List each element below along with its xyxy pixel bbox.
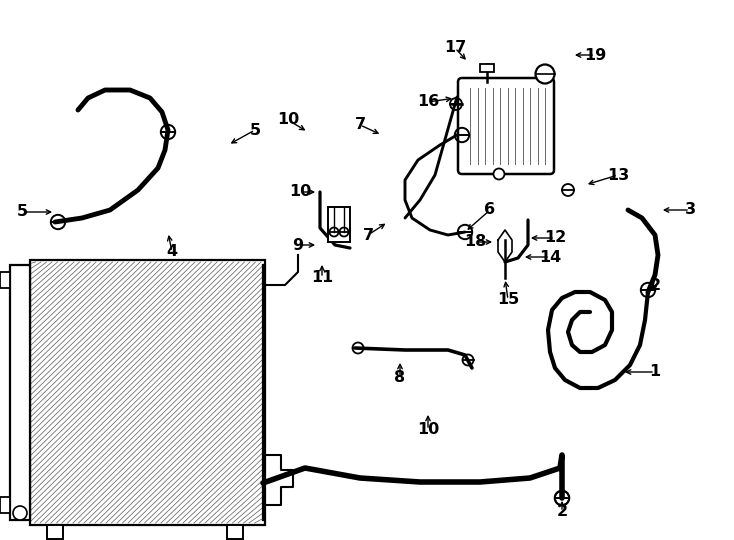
Text: 11: 11: [311, 271, 333, 286]
Text: 6: 6: [484, 202, 495, 218]
Bar: [0, 272, 10, 288]
Bar: [328, 207, 350, 242]
Text: 2: 2: [650, 278, 661, 293]
Text: 1: 1: [650, 364, 661, 380]
Circle shape: [13, 506, 27, 520]
Text: 15: 15: [497, 293, 519, 307]
Text: 10: 10: [277, 112, 299, 127]
Bar: [227, 525, 243, 539]
FancyBboxPatch shape: [458, 78, 554, 174]
Text: 7: 7: [363, 227, 374, 242]
Text: 4: 4: [167, 245, 178, 260]
Text: 7: 7: [355, 118, 366, 132]
Text: 18: 18: [464, 234, 486, 249]
Text: 8: 8: [394, 370, 406, 386]
Circle shape: [536, 64, 554, 84]
Bar: [30, 260, 265, 525]
Text: 5: 5: [250, 123, 261, 138]
Text: 19: 19: [584, 48, 606, 63]
Text: 17: 17: [444, 40, 466, 56]
Text: 5: 5: [16, 205, 28, 219]
Bar: [0, 497, 10, 513]
Text: 14: 14: [539, 249, 561, 265]
Bar: [10, 265, 30, 520]
Bar: [47, 525, 63, 539]
Text: 9: 9: [292, 238, 304, 253]
Text: 10: 10: [289, 185, 311, 199]
Text: 10: 10: [417, 422, 439, 437]
Text: 16: 16: [417, 94, 439, 110]
Circle shape: [493, 168, 504, 179]
Text: 12: 12: [544, 231, 566, 246]
Text: 3: 3: [684, 202, 696, 218]
Text: 13: 13: [607, 167, 629, 183]
Bar: [480, 64, 494, 72]
Text: 2: 2: [556, 504, 567, 519]
